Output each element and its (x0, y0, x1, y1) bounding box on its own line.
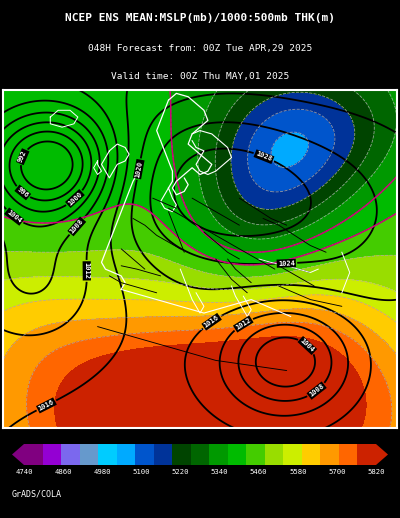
Bar (117, 444, 135, 465)
Bar (358, 444, 376, 465)
Text: 1016: 1016 (38, 399, 55, 412)
Bar (209, 444, 228, 465)
Text: 996: 996 (16, 186, 30, 199)
Text: 1012: 1012 (84, 262, 90, 279)
Text: 5220: 5220 (172, 469, 189, 475)
Text: 1008: 1008 (69, 218, 85, 235)
Text: 1020: 1020 (134, 160, 143, 178)
Text: 4860: 4860 (54, 469, 72, 475)
Bar (265, 444, 283, 465)
Text: 5340: 5340 (211, 469, 228, 475)
Bar (61, 444, 80, 465)
Bar (98, 444, 117, 465)
Bar (302, 444, 320, 465)
Bar (228, 444, 246, 465)
Text: 5700: 5700 (328, 469, 346, 475)
Bar (154, 444, 172, 465)
Bar (283, 444, 302, 465)
Bar (339, 444, 358, 465)
Text: 1024: 1024 (278, 260, 295, 267)
Text: 4740: 4740 (15, 469, 33, 475)
Text: 5100: 5100 (132, 469, 150, 475)
Bar (135, 444, 154, 465)
Bar (246, 444, 265, 465)
Text: 1012: 1012 (234, 317, 252, 331)
Polygon shape (12, 444, 24, 465)
Text: 5820: 5820 (367, 469, 385, 475)
Bar (80, 444, 98, 465)
Text: 1004: 1004 (299, 338, 316, 353)
Text: 1004: 1004 (6, 209, 23, 224)
Text: 1028: 1028 (255, 151, 273, 163)
Bar (42, 444, 61, 465)
Polygon shape (376, 444, 388, 465)
Text: Valid time: 00Z Thu MAY,01 2025: Valid time: 00Z Thu MAY,01 2025 (111, 72, 289, 81)
Bar (191, 444, 209, 465)
Text: 5460: 5460 (250, 469, 268, 475)
Text: 992: 992 (18, 150, 28, 164)
Text: 1016: 1016 (203, 314, 220, 329)
Bar (320, 444, 339, 465)
Text: 048H Forecast from: 00Z Tue APR,29 2025: 048H Forecast from: 00Z Tue APR,29 2025 (88, 44, 312, 53)
Text: 1008: 1008 (308, 383, 325, 398)
Text: 4980: 4980 (94, 469, 111, 475)
Text: 1000: 1000 (67, 191, 83, 207)
Text: NCEP ENS MEAN:MSLP(mb)/1000:500mb THK(m): NCEP ENS MEAN:MSLP(mb)/1000:500mb THK(m) (65, 13, 335, 23)
Bar (172, 444, 191, 465)
Text: 5580: 5580 (289, 469, 306, 475)
Text: GrADS/COLA: GrADS/COLA (12, 490, 62, 498)
Bar (24, 444, 42, 465)
